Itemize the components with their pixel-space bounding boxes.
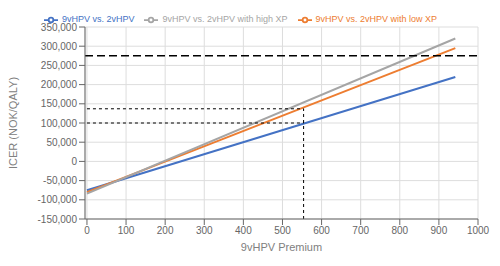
svg-text:250,000: 250,000 bbox=[41, 60, 78, 71]
svg-text:200: 200 bbox=[157, 225, 174, 236]
svg-text:-100,000: -100,000 bbox=[38, 194, 78, 205]
svg-text:400: 400 bbox=[235, 225, 252, 236]
svg-text:100: 100 bbox=[118, 225, 135, 236]
html-text:9vHPV vs. 2vHPV with high XP: 9vHPV vs. 2vHPV with high XP bbox=[162, 14, 288, 25]
svg-text:150,000: 150,000 bbox=[41, 98, 78, 109]
svg-text:0: 0 bbox=[84, 225, 90, 236]
svg-text:-150,000: -150,000 bbox=[38, 214, 78, 225]
svg-text:900: 900 bbox=[431, 225, 448, 236]
svg-text:1000: 1000 bbox=[467, 225, 490, 236]
svg-text:500: 500 bbox=[274, 225, 291, 236]
svg-text:700: 700 bbox=[352, 225, 369, 236]
svg-text:50,000: 50,000 bbox=[46, 137, 77, 148]
svg-text:350,000: 350,000 bbox=[41, 22, 78, 33]
html-text:9vHPV vs. 2vHPV: 9vHPV vs. 2vHPV bbox=[61, 14, 135, 25]
svg-text:9vHPV Premium: 9vHPV Premium bbox=[241, 241, 322, 253]
html-text:9vHPV vs. 2vHPV with low XP: 9vHPV vs. 2vHPV with low XP bbox=[315, 14, 438, 25]
svg-text:300: 300 bbox=[196, 225, 213, 236]
svg-text:800: 800 bbox=[391, 225, 408, 236]
svg-text:0: 0 bbox=[71, 156, 77, 167]
svg-text:600: 600 bbox=[313, 225, 330, 236]
svg-text:-50,000: -50,000 bbox=[43, 175, 77, 186]
svg-text:ICER (NOK/QALY): ICER (NOK/QALY) bbox=[8, 77, 19, 169]
svg-text:100,000: 100,000 bbox=[41, 118, 78, 129]
svg-text:200,000: 200,000 bbox=[41, 79, 78, 90]
svg-text:300,000: 300,000 bbox=[41, 41, 78, 52]
